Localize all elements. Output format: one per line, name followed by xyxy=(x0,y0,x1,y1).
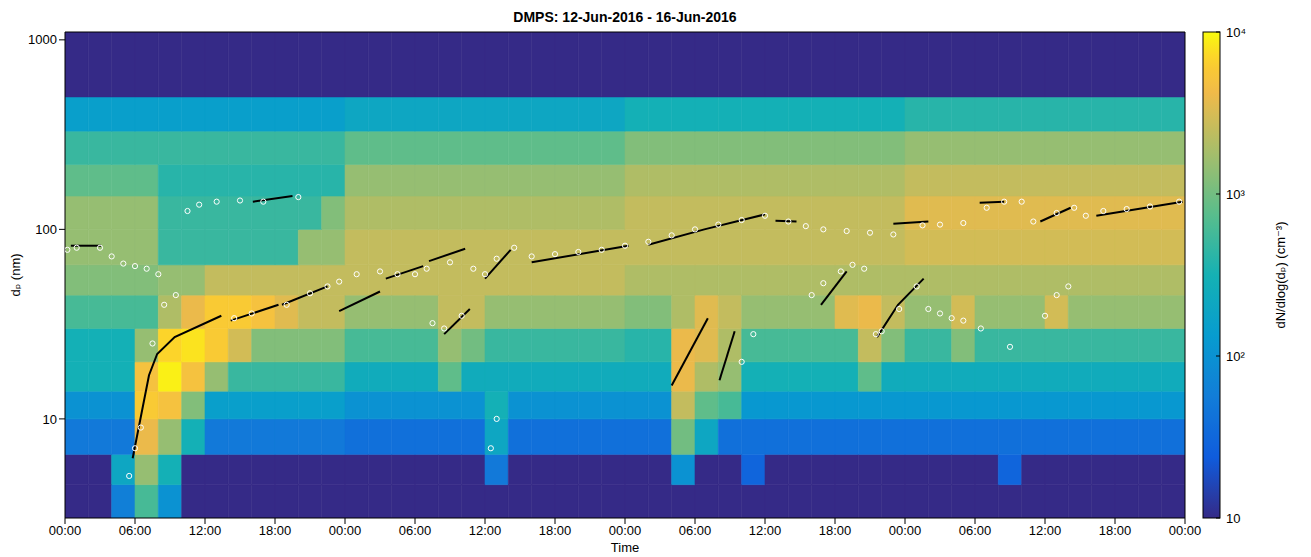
svg-text:1000: 1000 xyxy=(28,32,57,47)
svg-text:18:00: 18:00 xyxy=(1099,523,1132,538)
svg-text:10: 10 xyxy=(43,412,57,427)
svg-text:10³: 10³ xyxy=(1226,187,1245,202)
svg-text:10²: 10² xyxy=(1226,349,1245,364)
svg-text:12:00: 12:00 xyxy=(1029,523,1062,538)
svg-text:dₚ (nm): dₚ (nm) xyxy=(8,253,23,296)
svg-text:00:00: 00:00 xyxy=(329,523,362,538)
svg-text:dN/dlog(dₚ) (cm⁻³): dN/dlog(dₚ) (cm⁻³) xyxy=(1273,221,1288,328)
svg-text:10: 10 xyxy=(1226,511,1240,526)
svg-text:10⁴: 10⁴ xyxy=(1226,25,1246,40)
svg-text:06:00: 06:00 xyxy=(959,523,992,538)
svg-text:06:00: 06:00 xyxy=(399,523,432,538)
svg-text:DMPS: 12-Jun-2016 - 16-Jun-201: DMPS: 12-Jun-2016 - 16-Jun-2016 xyxy=(513,9,737,25)
svg-text:18:00: 18:00 xyxy=(259,523,292,538)
svg-text:06:00: 06:00 xyxy=(679,523,712,538)
svg-text:06:00: 06:00 xyxy=(119,523,152,538)
svg-text:12:00: 12:00 xyxy=(469,523,502,538)
svg-text:12:00: 12:00 xyxy=(189,523,222,538)
svg-text:00:00: 00:00 xyxy=(49,523,82,538)
svg-text:00:00: 00:00 xyxy=(889,523,922,538)
svg-text:Time: Time xyxy=(611,540,639,555)
svg-text:00:00: 00:00 xyxy=(609,523,642,538)
svg-text:18:00: 18:00 xyxy=(539,523,572,538)
svg-text:100: 100 xyxy=(35,222,57,237)
svg-text:18:00: 18:00 xyxy=(819,523,852,538)
svg-text:12:00: 12:00 xyxy=(749,523,782,538)
svg-text:00:00: 00:00 xyxy=(1169,523,1202,538)
